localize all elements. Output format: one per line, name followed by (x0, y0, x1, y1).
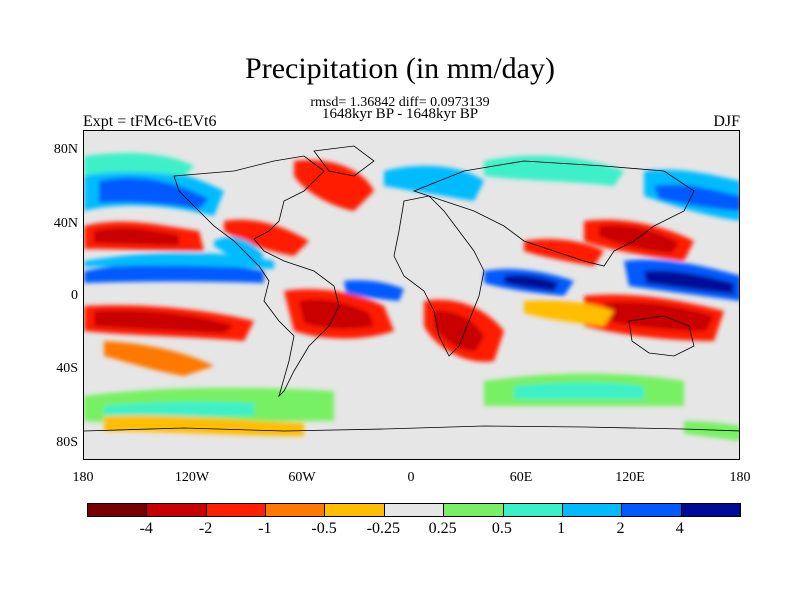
x-tick-label: 0 (407, 470, 415, 485)
plot-title: Precipitation (in mm/day) (245, 52, 555, 85)
colorbar-label: -0.25 (366, 520, 401, 537)
x-tick-label: 60E (509, 470, 533, 485)
precip-field (84, 153, 739, 441)
map-canvas (84, 145, 739, 441)
x-tick-label: 180 (729, 470, 751, 485)
colorbar-label: 0.5 (491, 520, 512, 537)
colorbar-segment (88, 504, 148, 516)
colorbar-segment (622, 504, 682, 516)
y-tick-label: 40N (53, 216, 78, 231)
colorbar-segment (384, 504, 445, 516)
colorbar-label: 2 (616, 520, 625, 537)
precipitation-map (83, 130, 740, 460)
x-tick-label: 120W (174, 470, 210, 485)
colorbar-label: -1 (258, 520, 272, 537)
colorbar (87, 503, 741, 517)
colorbar-segment (444, 504, 504, 516)
colorbar-segment (503, 504, 563, 516)
stats-line: rmsd= 1.36842 diff= 0.0973139 (310, 95, 490, 110)
period-line: 1648kyr BP - 1648kyr BP (321, 106, 479, 122)
colorbar-label: -2 (198, 520, 213, 537)
y-tick-label: 0 (71, 288, 78, 303)
colorbar-segment (266, 504, 326, 516)
coastlines (84, 145, 739, 432)
x-tick-label: 180 (72, 470, 94, 485)
x-tick-label: 60W (288, 470, 316, 485)
y-tick-label: 40S (56, 361, 78, 376)
season-label: DJF (713, 113, 740, 130)
colorbar-segment (681, 504, 740, 516)
colorbar-segment (147, 504, 207, 516)
colorbar-label: 1 (557, 520, 566, 537)
y-tick-label: 80N (53, 142, 78, 157)
colorbar-label: -0.5 (311, 520, 337, 537)
colorbar-label: 0.25 (428, 520, 457, 537)
colorbar-segment (206, 504, 267, 516)
colorbar-segment (562, 504, 623, 516)
y-tick-label: 80S (56, 435, 78, 450)
x-tick-label: 120E (615, 470, 645, 485)
experiment-label: Expt = tFMc6-tEVt6 (83, 113, 217, 130)
colorbar-label: 4 (675, 520, 684, 537)
colorbar-segment (325, 504, 385, 516)
colorbar-label: -4 (139, 520, 153, 537)
